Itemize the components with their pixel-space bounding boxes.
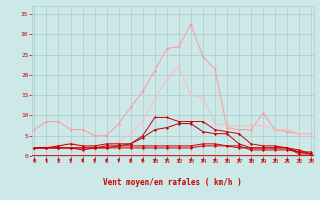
- X-axis label: Vent moyen/en rafales ( km/h ): Vent moyen/en rafales ( km/h ): [103, 178, 242, 187]
